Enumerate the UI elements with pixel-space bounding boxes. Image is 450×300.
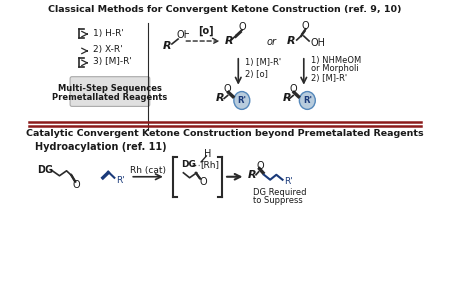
Text: O: O <box>256 161 264 171</box>
Text: 1) NHMeOM: 1) NHMeOM <box>311 56 361 65</box>
Text: Multi-Step Sequences: Multi-Step Sequences <box>58 84 162 93</box>
Text: 2) [o]: 2) [o] <box>245 70 268 79</box>
Text: 1) H-R': 1) H-R' <box>93 28 124 38</box>
Text: R': R' <box>303 96 312 105</box>
Text: 1) [M]-R': 1) [M]-R' <box>245 58 282 67</box>
Text: R: R <box>225 36 234 46</box>
Text: R': R' <box>116 176 125 185</box>
Text: to Suppress: to Suppress <box>253 196 303 205</box>
Text: DG: DG <box>37 165 53 175</box>
Text: O: O <box>224 84 231 94</box>
Text: Catalytic Convergent Ketone Construction beyond Premetalated Reagents: Catalytic Convergent Ketone Construction… <box>26 129 424 138</box>
Text: O: O <box>302 21 309 31</box>
Text: or: or <box>267 37 277 47</box>
Text: OH: OH <box>176 30 191 40</box>
Text: [Rh]: [Rh] <box>200 160 219 169</box>
Text: R: R <box>248 170 257 180</box>
Circle shape <box>234 92 250 110</box>
Text: O: O <box>199 177 207 187</box>
Text: O: O <box>72 180 80 190</box>
Text: R': R' <box>237 96 246 105</box>
Text: O: O <box>289 84 297 94</box>
Text: R: R <box>163 41 172 51</box>
Text: Hydroacylation (ref. 11): Hydroacylation (ref. 11) <box>35 142 166 152</box>
Text: or Morpholi: or Morpholi <box>311 64 359 73</box>
Text: [o]: [o] <box>198 26 214 36</box>
Text: Rh (cat): Rh (cat) <box>130 166 166 175</box>
Text: R': R' <box>284 177 293 186</box>
FancyBboxPatch shape <box>70 77 150 106</box>
Text: DG Required: DG Required <box>253 188 307 196</box>
Text: R: R <box>283 94 291 103</box>
Text: OH: OH <box>311 38 326 48</box>
Text: H: H <box>203 149 211 159</box>
Text: Classical Methods for Convergent Ketone Construction (ref. 9, 10): Classical Methods for Convergent Ketone … <box>48 5 402 14</box>
Text: R: R <box>216 94 225 103</box>
Text: 2) X-R': 2) X-R' <box>93 45 123 54</box>
Text: O: O <box>238 22 246 32</box>
Circle shape <box>299 92 315 110</box>
Text: R: R <box>287 36 296 46</box>
Text: 2) [M]-R': 2) [M]-R' <box>311 74 347 83</box>
Text: 3) [M]-R': 3) [M]-R' <box>93 57 132 66</box>
Text: Premetallated Reagents: Premetallated Reagents <box>52 93 167 102</box>
Text: DG: DG <box>182 160 197 169</box>
